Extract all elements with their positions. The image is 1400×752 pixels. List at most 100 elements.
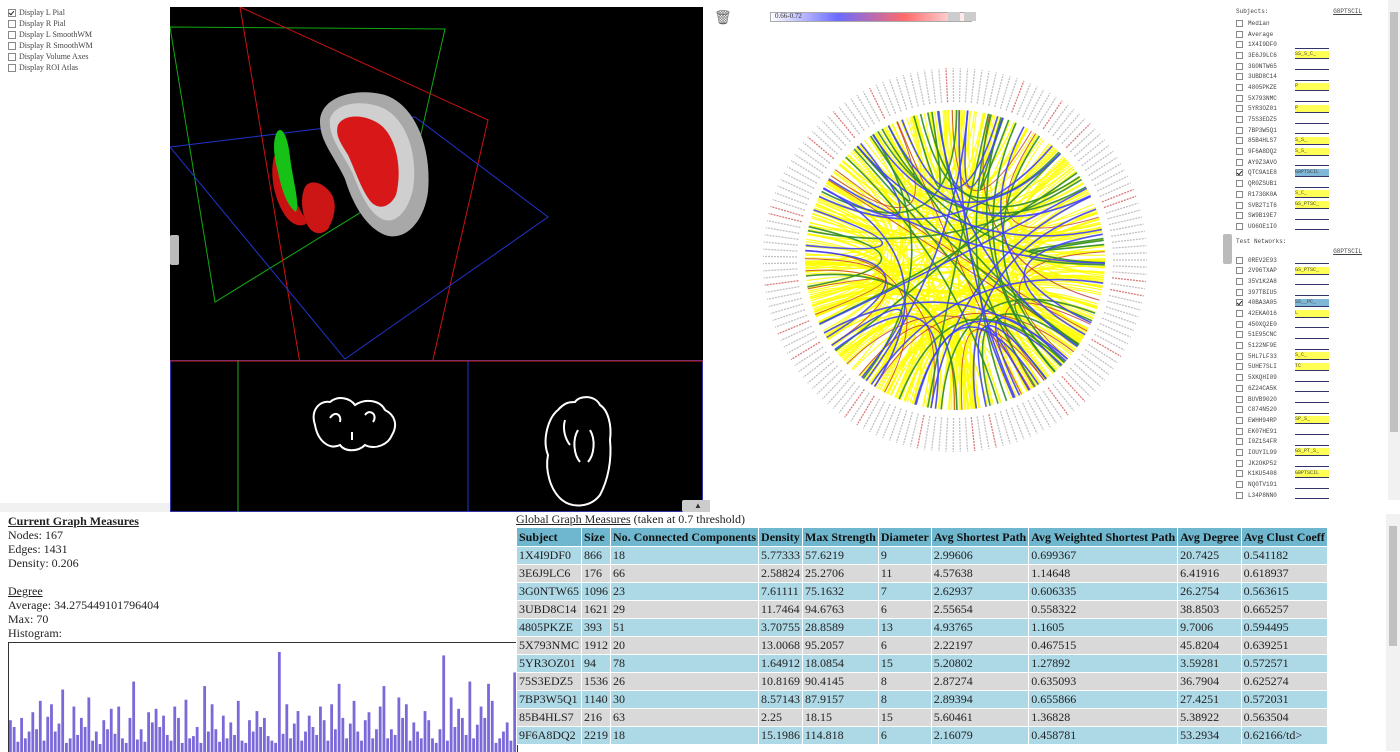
subject-checkbox[interactable]	[1236, 212, 1243, 219]
subject-row[interactable]: UO6OE1I0	[1236, 221, 1386, 232]
node-label[interactable]	[787, 167, 817, 184]
node-label[interactable]	[863, 399, 879, 429]
subject-checkbox[interactable]	[1236, 105, 1243, 112]
subject-checkbox[interactable]	[1236, 331, 1243, 338]
subject-checkbox[interactable]	[1236, 52, 1243, 59]
node-label[interactable]	[883, 406, 896, 438]
subject-checkbox[interactable]	[1236, 470, 1243, 477]
subject-row[interactable]: 1X4I9DF0	[1236, 39, 1386, 50]
node-label[interactable]	[767, 293, 800, 300]
node-label[interactable]	[896, 410, 906, 442]
checkbox[interactable]	[8, 64, 16, 72]
node-label[interactable]	[989, 414, 996, 447]
node-label[interactable]	[1023, 87, 1038, 118]
node-label[interactable]	[983, 416, 989, 449]
node-label[interactable]	[890, 409, 902, 441]
node-label[interactable]	[1111, 284, 1145, 289]
subject-row[interactable]: Average	[1236, 29, 1386, 40]
subject-checkbox[interactable]	[1236, 492, 1243, 499]
subject-row[interactable]: JK2OKP52	[1236, 458, 1386, 469]
node-label[interactable]	[932, 69, 936, 103]
subject-checkbox[interactable]	[1236, 41, 1243, 48]
node-label[interactable]	[1104, 196, 1136, 207]
node-label[interactable]	[1043, 391, 1062, 419]
node-label[interactable]	[1102, 190, 1134, 202]
node-label[interactable]	[1102, 318, 1134, 330]
node-label[interactable]	[1097, 329, 1128, 344]
node-label[interactable]	[764, 242, 798, 245]
node-label[interactable]	[870, 402, 885, 433]
node-label[interactable]	[1089, 157, 1118, 175]
node-label[interactable]	[1110, 290, 1143, 296]
node-label[interactable]	[791, 342, 820, 360]
subject-checkbox[interactable]	[1236, 406, 1243, 413]
subject-checkbox[interactable]	[1236, 257, 1243, 264]
node-label[interactable]	[857, 396, 874, 425]
node-label[interactable]	[765, 281, 799, 286]
subject-row[interactable]: 5X793NMC	[1236, 93, 1386, 104]
node-label[interactable]	[764, 275, 798, 278]
node-label[interactable]	[971, 69, 975, 103]
node-label[interactable]	[910, 73, 918, 106]
subject-row[interactable]: BUVB9020	[1236, 394, 1386, 405]
subject-row[interactable]: 35V1K2A8	[1236, 276, 1386, 287]
column-header[interactable]: Max Strength	[803, 528, 879, 547]
subject-checkbox[interactable]	[1236, 95, 1243, 102]
connectogram-panel[interactable]: 🗑 0.66-0.72	[710, 0, 1230, 512]
node-label[interactable]	[971, 417, 975, 451]
node-label[interactable]	[965, 418, 967, 452]
node-label[interactable]	[1033, 397, 1050, 427]
node-label[interactable]	[1110, 224, 1143, 230]
node-label[interactable]	[775, 193, 807, 205]
subject-checkbox[interactable]	[1236, 63, 1243, 70]
subject-checkbox[interactable]	[1236, 267, 1243, 274]
subject-checkbox[interactable]	[1236, 353, 1243, 360]
node-label[interactable]	[845, 389, 865, 417]
node-label[interactable]	[1109, 217, 1142, 225]
node-label[interactable]	[989, 73, 996, 106]
node-label[interactable]	[1017, 84, 1030, 115]
node-label[interactable]	[1113, 266, 1147, 267]
node-label[interactable]	[1012, 408, 1024, 440]
checkbox[interactable]	[8, 31, 16, 39]
node-label[interactable]	[1092, 164, 1121, 181]
node-label[interactable]	[775, 315, 807, 327]
subject-checkbox[interactable]	[1236, 289, 1243, 296]
subject-checkbox[interactable]	[1236, 202, 1243, 209]
node-label[interactable]	[1028, 400, 1044, 430]
node-label[interactable]	[766, 287, 800, 293]
column-header[interactable]: Density	[759, 528, 803, 547]
connectogram-chart[interactable]	[710, 20, 1230, 510]
node-label[interactable]	[1028, 90, 1044, 120]
subject-checkbox[interactable]	[1236, 278, 1243, 285]
checkbox[interactable]	[8, 42, 16, 50]
node-label[interactable]	[917, 415, 924, 448]
subject-row[interactable]: 3UBD8C14	[1236, 71, 1386, 82]
subject-row[interactable]: QR0ZSUB1	[1236, 178, 1386, 189]
node-label[interactable]	[1112, 238, 1146, 242]
subject-checkbox[interactable]	[1236, 169, 1243, 176]
subject-checkbox[interactable]	[1236, 116, 1243, 123]
node-label[interactable]	[1012, 81, 1024, 113]
node-label[interactable]	[763, 249, 797, 251]
node-label[interactable]	[1066, 372, 1090, 396]
column-header[interactable]: Avg Weighted Shortest Path	[1029, 528, 1178, 547]
subject-checkbox[interactable]	[1236, 159, 1243, 166]
subject-checkbox[interactable]	[1236, 31, 1243, 38]
subject-checkbox[interactable]	[1236, 396, 1243, 403]
node-label[interactable]	[939, 417, 942, 451]
node-label[interactable]	[1066, 124, 1090, 148]
subject-checkbox[interactable]	[1236, 148, 1243, 155]
viewer-option[interactable]: Display ROI Atlas	[0, 62, 170, 73]
node-label[interactable]	[1113, 246, 1147, 249]
